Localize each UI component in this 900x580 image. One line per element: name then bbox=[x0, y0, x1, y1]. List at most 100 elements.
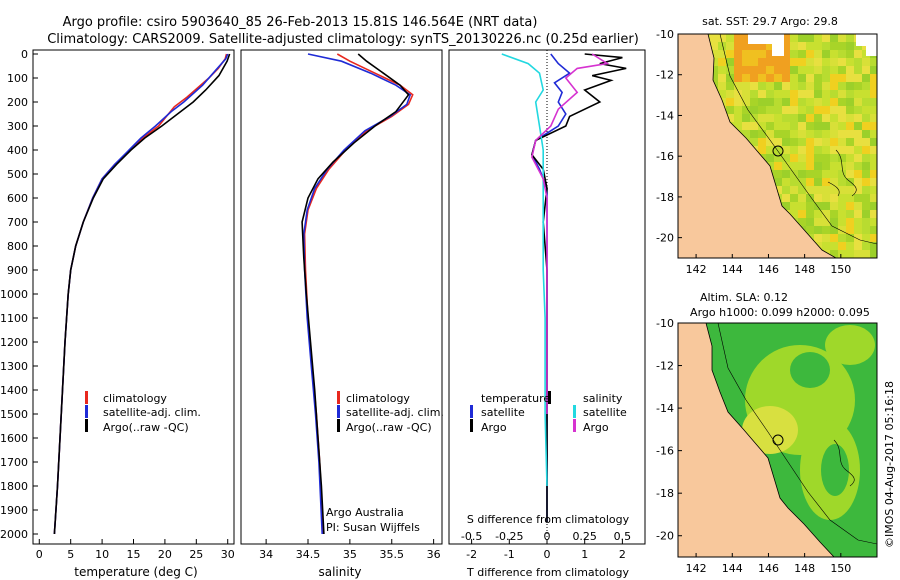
sst-reef-contour bbox=[827, 149, 857, 197]
x-tick-label: 15 bbox=[127, 548, 141, 561]
sst-cell bbox=[782, 98, 790, 106]
sst-cell bbox=[726, 34, 734, 42]
sst-cell bbox=[750, 42, 758, 50]
sst-cell bbox=[862, 146, 870, 154]
sst-cell bbox=[774, 146, 782, 154]
x-tick-label: 10 bbox=[95, 548, 109, 561]
salinity-plot-frame bbox=[240, 49, 443, 545]
s-diff-tick-label: 0.5 bbox=[614, 530, 632, 543]
x-tick-label: 2 bbox=[619, 548, 626, 561]
depth-tick-label: 1200 bbox=[0, 336, 28, 349]
sla-shelf-contour bbox=[717, 323, 877, 545]
sst-cell bbox=[806, 66, 814, 74]
sst-cell bbox=[846, 50, 854, 58]
legend-swatch-t-satellite bbox=[470, 405, 473, 418]
sst-cell bbox=[806, 58, 814, 66]
sst-cell bbox=[862, 66, 870, 74]
depth-tick-label: 1100 bbox=[0, 312, 28, 325]
x-tick-label: 1 bbox=[581, 548, 588, 561]
sst-cell bbox=[790, 114, 798, 122]
sst-cell bbox=[766, 58, 774, 66]
sst-cell bbox=[790, 42, 798, 50]
sst-cell bbox=[870, 98, 877, 106]
sst-cell bbox=[774, 122, 782, 130]
sst-cell bbox=[758, 130, 766, 138]
sst-cell bbox=[830, 178, 838, 186]
difference-series bbox=[501, 53, 627, 522]
sst-cell bbox=[838, 146, 846, 154]
sst-cell bbox=[854, 50, 862, 58]
sst-cell bbox=[782, 66, 790, 74]
sst-cell bbox=[822, 82, 830, 90]
sst-cell bbox=[782, 194, 790, 202]
x-tick-label: 0 bbox=[544, 548, 551, 561]
sst-cell bbox=[798, 98, 806, 106]
s-diff-tick-label: -0.25 bbox=[495, 530, 523, 543]
sst-cell bbox=[782, 90, 790, 98]
sst-cell bbox=[750, 66, 758, 74]
sst-cell bbox=[838, 90, 846, 98]
sst-cell bbox=[830, 122, 838, 130]
sst-cell bbox=[838, 186, 846, 194]
sst-cell bbox=[838, 138, 846, 146]
sst-cell bbox=[758, 106, 766, 114]
sst-cell bbox=[830, 130, 838, 138]
depth-tick-label: 400 bbox=[7, 144, 28, 157]
sst-cell bbox=[814, 42, 822, 50]
sst-cell bbox=[782, 186, 790, 194]
sla-map-title: Altim. SLA: 0.12 bbox=[700, 291, 788, 304]
sst-cell bbox=[822, 154, 830, 162]
x-tick-label: 5 bbox=[67, 548, 74, 561]
sst-cell bbox=[846, 210, 854, 218]
sst-cell bbox=[758, 98, 766, 106]
sst-cell bbox=[790, 122, 798, 130]
legend-swatch-t-argo bbox=[470, 419, 473, 432]
lon-tick-label: 144 bbox=[722, 562, 743, 575]
footnote-institution: Argo Australia bbox=[326, 506, 404, 519]
sst-cell bbox=[862, 178, 870, 186]
sst-cell bbox=[782, 58, 790, 66]
sst-cell bbox=[814, 74, 822, 82]
sst-cell bbox=[862, 106, 870, 114]
legend-swatch-satellite bbox=[85, 405, 88, 418]
sst-cell bbox=[774, 178, 782, 186]
lon-tick-label: 148 bbox=[794, 263, 815, 276]
sst-cell bbox=[814, 154, 822, 162]
sst-cell bbox=[830, 162, 838, 170]
sst-cell bbox=[846, 218, 854, 226]
sst-cell bbox=[814, 202, 822, 210]
sst-cell bbox=[830, 90, 838, 98]
sst-cell bbox=[870, 234, 877, 242]
sst-cell bbox=[806, 218, 814, 226]
sst-cell bbox=[822, 74, 830, 82]
sst-cell bbox=[766, 106, 774, 114]
sst-cell bbox=[806, 106, 814, 114]
sst-cell bbox=[718, 58, 726, 66]
sst-cell bbox=[766, 154, 774, 162]
sla-map-frame bbox=[677, 322, 878, 558]
sst-cell bbox=[870, 218, 877, 226]
x-tick-label: -1 bbox=[504, 548, 515, 561]
legend-label-satellite: satellite-adj. clim. bbox=[103, 406, 201, 419]
sst-map-axes: 142 144 146 148 150 -10 -12 -14 -16 -18 -20 bbox=[656, 28, 851, 276]
sst-cell bbox=[854, 170, 862, 178]
sst-cell bbox=[846, 194, 854, 202]
lat-tick-label: -20 bbox=[656, 232, 674, 245]
sst-cell bbox=[806, 114, 814, 122]
sst-no-data bbox=[772, 34, 784, 56]
sst-cell bbox=[822, 194, 830, 202]
sst-cell bbox=[710, 74, 718, 82]
sst-cell bbox=[862, 202, 870, 210]
sst-cell bbox=[814, 34, 822, 42]
sst-cell bbox=[830, 34, 838, 42]
sst-cell bbox=[710, 50, 718, 58]
sst-cell bbox=[838, 114, 846, 122]
legend-label-climatology: climatology bbox=[346, 392, 410, 405]
sst-cell bbox=[766, 82, 774, 90]
sst-cell bbox=[806, 210, 814, 218]
sst-cell bbox=[758, 82, 766, 90]
sst-cell bbox=[742, 122, 750, 130]
sst-cell bbox=[742, 98, 750, 106]
sst-cell bbox=[814, 114, 822, 122]
sst-cell bbox=[774, 130, 782, 138]
